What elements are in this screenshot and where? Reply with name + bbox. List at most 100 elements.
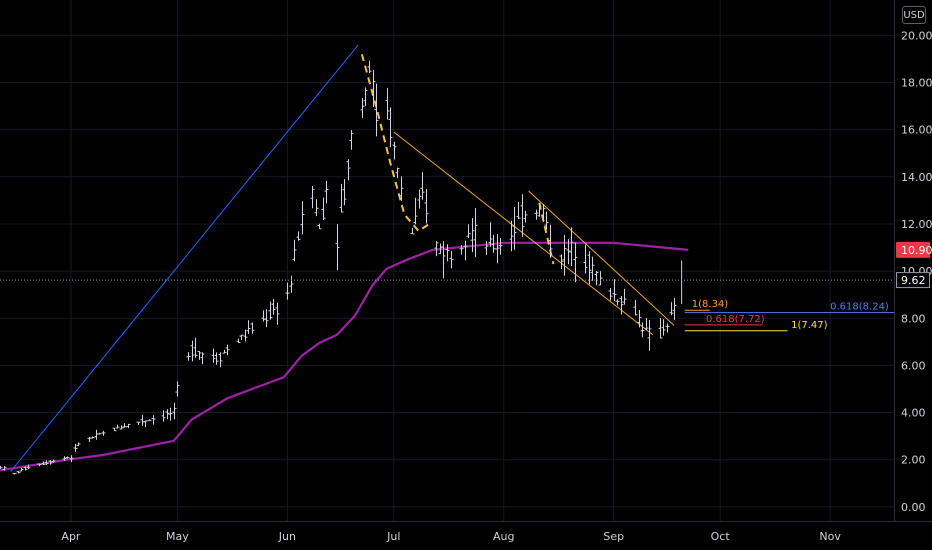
ohlc-bar	[193, 337, 198, 358]
ohlc-bar	[236, 338, 241, 344]
ohlc-bar	[19, 467, 24, 472]
ohlc-bar	[44, 460, 49, 466]
ohlc-bar	[640, 322, 645, 338]
ohlc-bar	[434, 241, 439, 257]
x-tick-label: Oct	[711, 530, 731, 543]
ohlc-bar	[566, 239, 571, 265]
ohlc-bar	[473, 208, 478, 258]
ohlc-bar	[466, 224, 471, 239]
ohlc-bar	[243, 329, 248, 342]
ohlc-bar	[598, 271, 603, 286]
ohlc-bar	[459, 245, 464, 255]
ohlc-bar	[548, 224, 553, 258]
ohlc-bar	[239, 334, 244, 340]
ohlc-bar	[523, 210, 528, 223]
ohlc-bar	[115, 424, 120, 429]
x-tick-label: Jul	[386, 530, 400, 543]
ohlc-bar	[544, 211, 549, 230]
ohlc-bar	[342, 179, 347, 206]
ohlc-bar	[644, 317, 649, 331]
ohlc-bar	[264, 309, 269, 328]
ohlc-bar	[509, 220, 514, 252]
ohlc-bar	[594, 271, 599, 286]
trendline	[10, 44, 359, 472]
ohlc-bar	[669, 302, 674, 316]
ohlc-bar	[615, 299, 620, 306]
ohlc-bar	[289, 275, 294, 293]
grid	[0, 0, 894, 521]
ohlc-bar	[612, 279, 617, 302]
currency-button[interactable]: USD	[902, 6, 926, 24]
trendline-segment	[10, 44, 359, 472]
fib-level-label: 1(7.47)	[791, 320, 828, 331]
fib-levels[interactable]: 1(8.34) 0.618(7.72) 1(7.47)0.618(8.24)	[684, 299, 894, 332]
ohlc-bar	[417, 189, 422, 209]
y-tick-label: 2.00	[901, 454, 926, 467]
y-tick-label: 18.00	[901, 77, 932, 90]
fib-level-label: 0.618(8.24)	[830, 302, 889, 313]
ohlc-bar	[214, 352, 219, 365]
y-tick-label: 20.00	[901, 29, 932, 42]
fib-level: 1(7.47)	[684, 320, 828, 332]
ohlc-bar	[172, 402, 177, 420]
y-tick-label: 12.00	[901, 218, 932, 231]
ohlc-bar	[559, 254, 564, 270]
y-tick-label: 6.00	[901, 359, 926, 372]
ohlc-bar	[275, 302, 280, 325]
ohlc-bar	[62, 456, 67, 461]
ohlc-bar	[246, 320, 251, 335]
moving-average-line	[0, 241, 689, 472]
ohlc-bar	[371, 69, 376, 107]
time-axis[interactable]: Apr May Jun Jul Aug Sep Oct Nov	[61, 530, 841, 543]
ohlc-bar	[413, 197, 418, 225]
ohlc-bar	[222, 349, 227, 354]
ohlc-bar	[637, 310, 642, 328]
ohlc-bar	[285, 282, 290, 300]
ohlc-bar	[26, 464, 31, 470]
ohlc-bar	[200, 352, 205, 365]
ohlc-bar	[271, 298, 276, 315]
ohlc-bar	[498, 238, 503, 255]
ohlc-bar	[151, 415, 156, 425]
ohlc-bar	[590, 256, 595, 281]
ohlc-bar	[112, 427, 117, 432]
ohlc-bar	[23, 466, 28, 471]
fib-level: 1(8.34)	[684, 299, 728, 311]
ohlc-bar	[119, 425, 124, 430]
ohlc-bar	[190, 340, 195, 362]
ohlc-bar	[420, 172, 425, 200]
ohlc-bar	[175, 381, 180, 397]
ohlc-bar	[399, 176, 404, 201]
ohlc-bar	[622, 288, 627, 305]
ohlc-bar	[608, 287, 613, 301]
ohlc-bar	[250, 322, 255, 334]
ohlc-bar	[168, 407, 173, 421]
ohlc-bar	[665, 323, 670, 333]
ohlc-bar	[73, 443, 78, 452]
ohlc-bar	[658, 318, 663, 339]
fib-level: 0.618(7.72)	[684, 314, 765, 326]
dashed-path-line	[538, 202, 555, 265]
ohlc-bar	[16, 470, 21, 474]
ohlc-bar	[388, 107, 393, 148]
ohlc-bar	[441, 241, 446, 279]
ohlc-bar	[672, 298, 677, 320]
ohlc-bar	[37, 463, 42, 467]
ohlc-bar	[516, 201, 521, 220]
ohlc-bar	[619, 296, 624, 315]
ohlc-bar	[48, 460, 53, 465]
ohlc-bar	[300, 201, 305, 235]
ohlc-bar	[90, 436, 95, 439]
ohlc-bar	[363, 87, 368, 107]
ohlc-bar	[374, 83, 379, 137]
ohlc-bar	[534, 209, 539, 220]
ohlc-bar	[491, 234, 496, 253]
ohlc-bar	[661, 319, 666, 336]
x-tick-label: May	[166, 530, 189, 543]
current-price-tag: 9.62	[896, 272, 930, 289]
ohlc-bar	[41, 461, 46, 465]
ohlc-bar	[484, 241, 489, 255]
ohlc-bar	[122, 423, 127, 428]
